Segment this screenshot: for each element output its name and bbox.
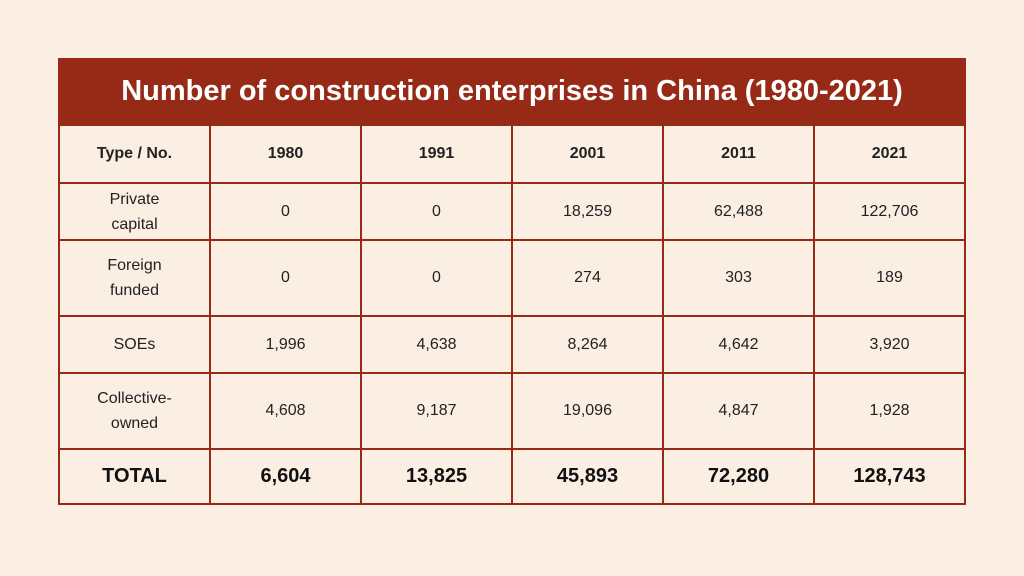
cell-value: 122,706: [860, 202, 919, 220]
cell-value: 128,743: [853, 465, 926, 487]
cell-value: 189: [876, 269, 903, 286]
cell-value: 4,642: [718, 335, 759, 353]
value-cell: 8,264: [511, 315, 664, 374]
table-row: Type / No. 1980 1991 2001 2011 2021: [58, 124, 966, 184]
row-label-cell: Type / No.: [58, 124, 211, 184]
value-cell: 45,893: [511, 448, 664, 505]
table-row: Collective-owned 4,608 9,187 19,096 4,847 1,9…: [58, 372, 966, 450]
cell-value: 1,996: [265, 335, 306, 353]
row-label: SOEs: [113, 336, 156, 353]
cell-value: 62,488: [714, 202, 763, 220]
value-cell: 72,280: [662, 448, 815, 505]
value-cell: 6,604: [209, 448, 362, 505]
table-row: SOEs 1,996 4,638 8,264 4,642 3,920: [58, 315, 966, 374]
cell-value: 1991: [418, 145, 455, 162]
value-cell: 4,847: [662, 372, 815, 450]
cell-value: 2001: [569, 145, 606, 162]
value-cell: 2001: [511, 124, 664, 184]
value-cell: 303: [662, 239, 815, 317]
value-cell: 18,259: [511, 182, 664, 241]
cell-value: 6,604: [260, 465, 311, 487]
cell-value: 72,280: [707, 465, 770, 487]
value-cell: 2021: [813, 124, 966, 184]
row-label: Collective-owned: [97, 390, 172, 432]
cell-value: 274: [574, 269, 601, 286]
value-cell: 274: [511, 239, 664, 317]
cell-value: 4,608: [265, 402, 306, 419]
value-cell: 13,825: [360, 448, 513, 505]
row-label-cell: Foreign funded: [58, 239, 211, 317]
row-label: Type / No.: [96, 145, 173, 162]
value-cell: 4,642: [662, 315, 815, 374]
value-cell: 2011: [662, 124, 815, 184]
value-cell: 128,743: [813, 448, 966, 505]
value-cell: 4,638: [360, 315, 513, 374]
cell-value: 1980: [267, 145, 304, 162]
cell-value: 3,920: [869, 335, 910, 353]
cell-value: 1,928: [869, 402, 910, 419]
cell-value: 2021: [871, 145, 908, 162]
value-cell: 0: [360, 182, 513, 241]
row-label-cell: SOEs: [58, 315, 211, 374]
row-label-cell: Collective-owned: [58, 372, 211, 450]
cell-value: 45,893: [556, 465, 619, 487]
cell-value: 4,638: [416, 335, 457, 353]
value-cell: 0: [360, 239, 513, 317]
value-cell: 1991: [360, 124, 513, 184]
cell-value: 0: [432, 269, 441, 286]
cell-value: 18,259: [563, 202, 612, 220]
value-cell: 1,928: [813, 372, 966, 450]
value-cell: 1980: [209, 124, 362, 184]
row-label-cell: TOTAL: [58, 448, 211, 505]
cell-value: 0: [281, 202, 290, 220]
table-card: Number of construction enterprises in Ch…: [58, 58, 966, 505]
cell-value: 9,187: [416, 402, 457, 419]
table-title: Number of construction enterprises in Ch…: [58, 58, 966, 124]
row-label: TOTAL: [102, 465, 167, 487]
value-cell: 189: [813, 239, 966, 317]
table-row: Foreign funded 0 0 274 303 189: [58, 239, 966, 317]
cell-value: 8,264: [567, 335, 608, 353]
data-table: Type / No. 1980 1991 2001 2011 2021 Private ca…: [58, 124, 966, 505]
row-label-cell: Private capital: [58, 182, 211, 241]
value-cell: 19,096: [511, 372, 664, 450]
cell-value: 4,847: [718, 402, 759, 419]
value-cell: 62,488: [662, 182, 815, 241]
value-cell: 122,706: [813, 182, 966, 241]
cell-value: 13,825: [405, 465, 468, 487]
value-cell: 3,920: [813, 315, 966, 374]
cell-value: 19,096: [563, 402, 612, 419]
cell-value: 0: [432, 202, 441, 220]
cell-value: 303: [725, 269, 752, 286]
value-cell: 9,187: [360, 372, 513, 450]
cell-value: 0: [281, 269, 290, 286]
row-label: Private capital: [109, 190, 160, 233]
value-cell: 4,608: [209, 372, 362, 450]
value-cell: 0: [209, 239, 362, 317]
cell-value: 2011: [721, 145, 756, 162]
table-row: Private capital 0 0 18,259 62,488 122,706: [58, 182, 966, 241]
value-cell: 0: [209, 182, 362, 241]
table-row: TOTAL 6,604 13,825 45,893 72,280 128,743: [58, 448, 966, 505]
row-label: Foreign funded: [107, 257, 162, 299]
value-cell: 1,996: [209, 315, 362, 374]
